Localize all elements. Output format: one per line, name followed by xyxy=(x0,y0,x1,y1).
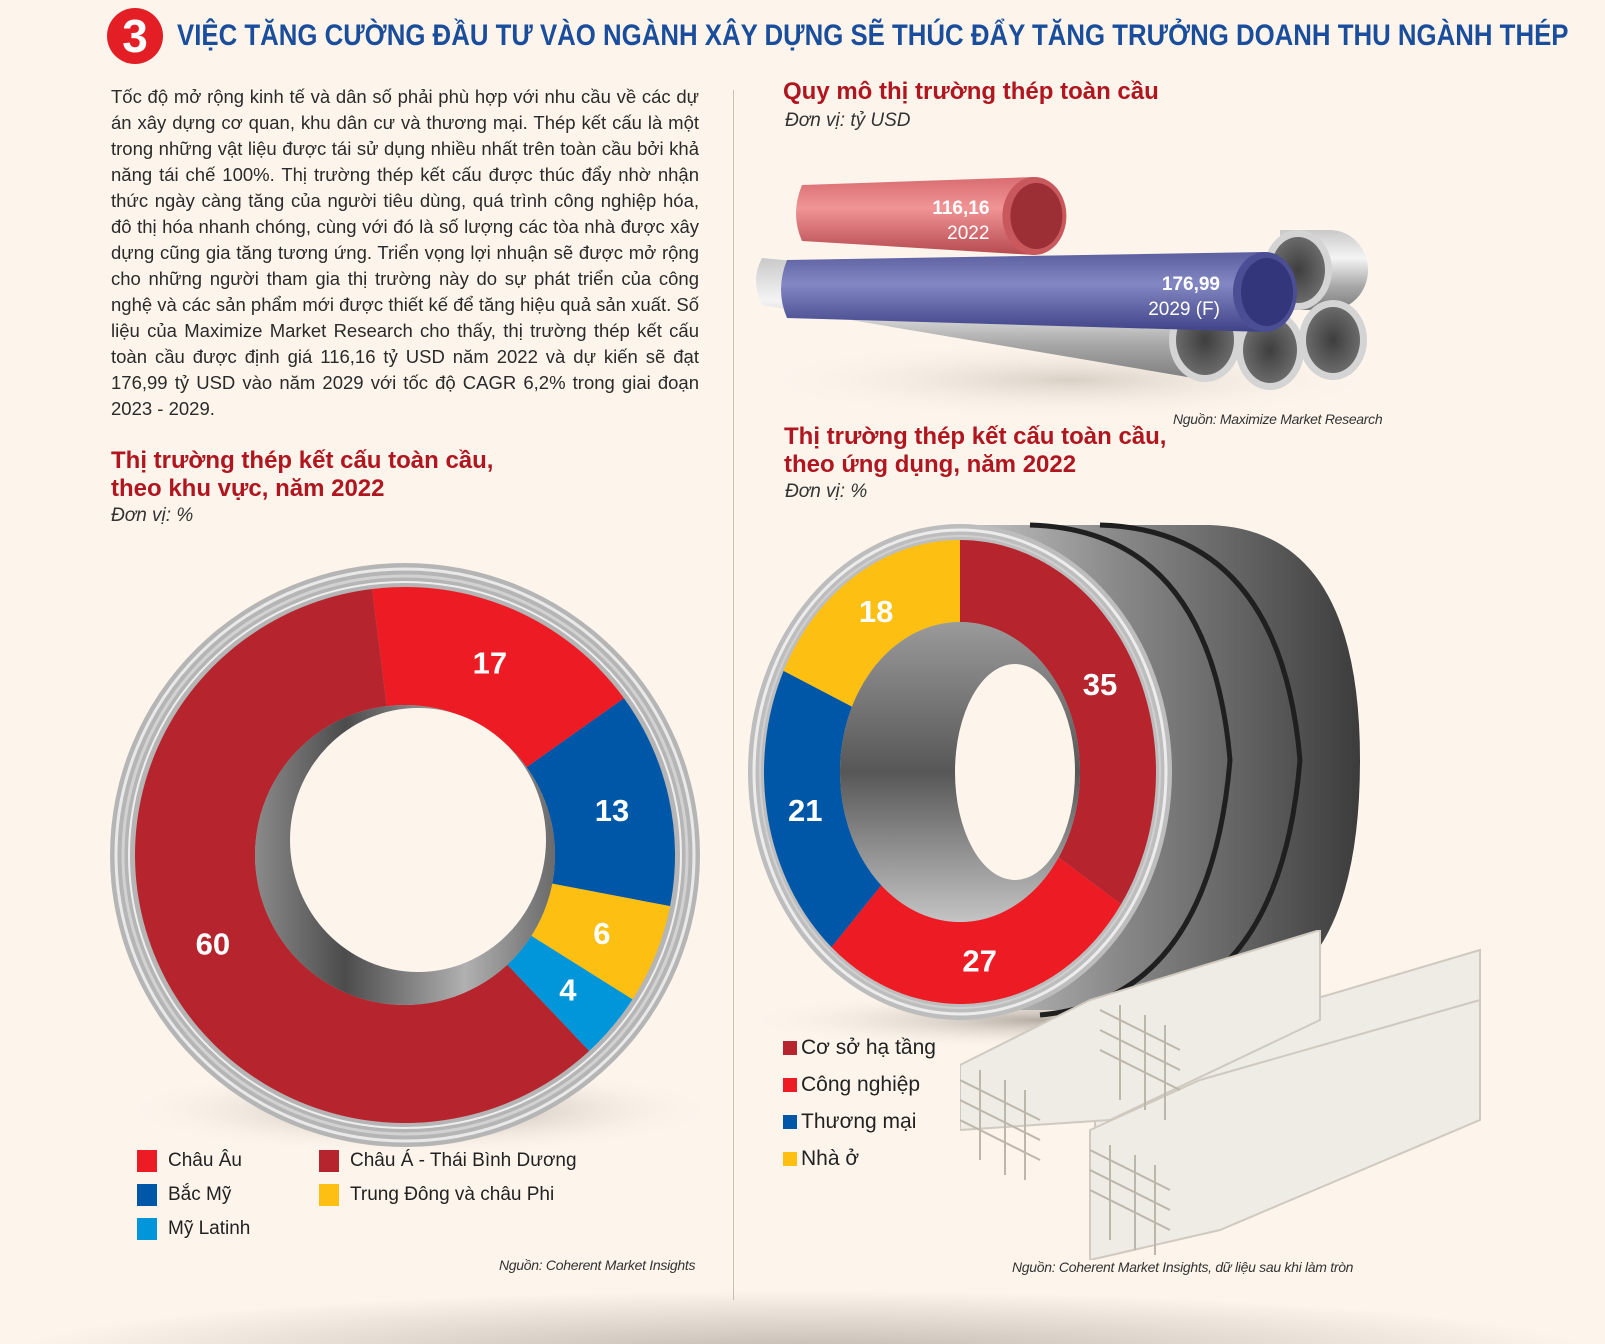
region-legend-item: Bắc Mỹ xyxy=(137,1184,319,1206)
bottom-shadow xyxy=(0,1290,1605,1344)
region-label-chau-a-thai-binh-duong: 60 xyxy=(196,927,230,962)
pipe-value-label: 116,16 xyxy=(932,198,989,219)
legend-swatch xyxy=(319,1184,339,1206)
region-label-my-latinh: 4 xyxy=(559,972,577,1007)
region-label-chau-au: 17 xyxy=(473,646,507,681)
application-chart-source: Nguồn: Coherent Market Insights, dữ liệu… xyxy=(1012,1259,1354,1275)
legend-label: Cơ sở hạ tầng xyxy=(801,1036,936,1059)
market-size-source: Nguồn: Maximize Market Research xyxy=(1173,411,1383,427)
application-label-co-so-ha-tang: 35 xyxy=(1083,667,1117,702)
legend-label: Nhà ở xyxy=(801,1147,860,1170)
application-legend-item: Thương mại xyxy=(783,1110,936,1134)
legend-swatch xyxy=(783,1115,797,1129)
region-label-bac-my: 13 xyxy=(595,793,629,828)
intro-paragraph: Tốc độ mở rộng kinh tế và dân số phải ph… xyxy=(111,86,699,419)
application-donut-chart: 35 27 21 18 xyxy=(740,522,1360,1050)
application-legend-item: Công nghiệp xyxy=(783,1073,936,1097)
legend-label: Mỹ Latinh xyxy=(168,1218,251,1239)
legend-label: Châu Âu xyxy=(168,1150,242,1171)
steel-pipe-right xyxy=(1299,300,1367,380)
region-slice-trung-dong-va-chau-phi xyxy=(531,883,671,1000)
application-slice-nha-o xyxy=(783,540,960,707)
region-chart-source: Nguồn: Coherent Market Insights xyxy=(499,1257,696,1273)
region-slice-chau-a-thai-binh-duong xyxy=(134,588,590,1123)
application-hole xyxy=(955,664,1075,880)
header: 3 VIỆC TĂNG CƯỜNG ĐẦU TƯ VÀO NGÀNH XÂY D… xyxy=(107,8,1605,64)
application-slice-cong-nghiep xyxy=(831,857,1122,1004)
region-hole xyxy=(290,708,546,972)
pipe-bar-2022: 116,16 2022 xyxy=(796,177,1067,255)
region-label-trung-dong-va-chau-phi: 6 xyxy=(593,916,610,951)
legend-swatch xyxy=(319,1150,339,1172)
application-legend: Cơ sở hạ tầng Công nghiệp Thương mại Nhà ở xyxy=(783,1036,936,1184)
market-size-title: Quy mô thị trường thép toàn cầu xyxy=(783,78,1159,105)
region-legend-item: Trung Đông và châu Phi xyxy=(319,1184,599,1206)
legend-swatch xyxy=(783,1078,797,1092)
page-title: VIỆC TĂNG CƯỜNG ĐẦU TƯ VÀO NGÀNH XÂY DỰN… xyxy=(177,19,1569,52)
legend-label: Bắc Mỹ xyxy=(168,1184,232,1205)
pipe-bar-2029-f-: 176,99 2029 (F) xyxy=(781,252,1297,332)
application-label-thuong-mai: 21 xyxy=(788,793,822,828)
application-legend-item: Cơ sở hạ tầng xyxy=(783,1036,936,1060)
legend-label: Trung Đông và châu Phi xyxy=(350,1184,555,1205)
legend-label: Công nghiệp xyxy=(801,1073,921,1096)
legend-swatch xyxy=(137,1218,157,1240)
pipe-year-label: 2029 (F) xyxy=(1148,299,1220,320)
legend-label: Thương mại xyxy=(801,1110,917,1133)
legend-swatch xyxy=(783,1152,797,1166)
market-size-unit: Đơn vị: tỷ USD xyxy=(785,110,911,131)
region-legend-item: Châu Âu xyxy=(137,1150,319,1172)
region-slice-bac-my xyxy=(526,698,676,907)
region-chart-title: Thị trường thép kết cấu toàn cầu, theo k… xyxy=(111,447,494,502)
application-slice-co-so-ha-tang xyxy=(960,540,1156,905)
legend-label: Châu Á - Thái Bình Dương xyxy=(350,1150,577,1171)
region-slice-my-latinh xyxy=(507,935,633,1052)
pipe-value-label: 176,99 xyxy=(1162,274,1220,295)
legend-swatch xyxy=(783,1041,797,1055)
legend-swatch xyxy=(137,1184,157,1206)
region-chart-unit: Đơn vị: % xyxy=(111,505,194,526)
column-divider xyxy=(733,90,734,1300)
region-donut-chart: 17 13 64 60 xyxy=(110,563,720,1155)
legend-swatch xyxy=(137,1150,157,1172)
section-number-badge: 3 xyxy=(107,8,163,64)
application-legend-item: Nhà ở xyxy=(783,1147,936,1171)
region-slice-chau-au xyxy=(372,587,624,768)
pipe-year-label: 2022 xyxy=(947,223,989,244)
application-chart-unit: Đơn vị: % xyxy=(785,481,868,502)
application-label-nha-o: 18 xyxy=(859,594,893,629)
application-chart-title: Thị trường thép kết cấu toàn cầu, theo ứ… xyxy=(784,423,1167,478)
region-legend-item: Châu Á - Thái Bình Dương xyxy=(319,1150,599,1172)
region-legend: Châu Âu Châu Á - Thái Bình Dương Bắc Mỹ Tru… xyxy=(137,1150,597,1240)
application-label-cong-nghiep: 27 xyxy=(962,944,996,979)
market-size-chart: 116,16 2022 176,99 2029 (F) xyxy=(750,177,1390,420)
application-slice-thuong-mai xyxy=(764,670,882,948)
steel-beams-illustration xyxy=(960,930,1481,1260)
region-legend-item: Mỹ Latinh xyxy=(137,1218,319,1240)
